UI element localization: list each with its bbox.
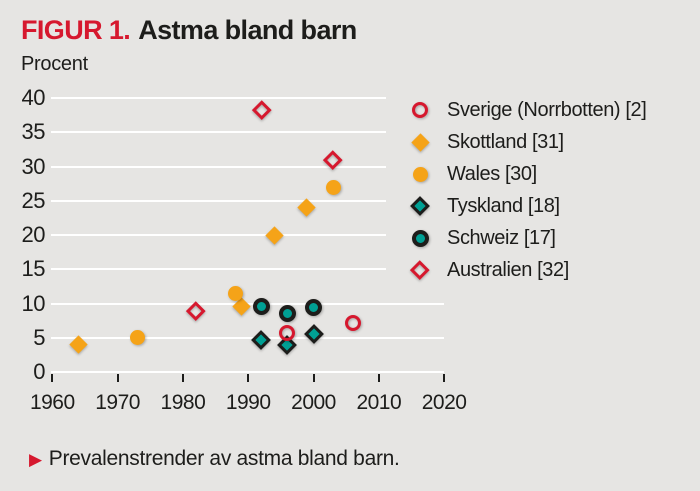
gridline-y-15 [51, 268, 386, 271]
x-tick-label-1990: 1990 [225, 391, 271, 414]
x-tick-2010 [377, 374, 380, 382]
y-tick-label-30: 30 [21, 153, 46, 179]
y-tick-label-20: 20 [21, 222, 46, 247]
y-tick-label-40: 40 [21, 85, 46, 110]
data-point-marker [303, 324, 324, 345]
data-point-marker [251, 100, 271, 120]
y-tick-label-25: 25 [21, 187, 46, 213]
figure-caption: ▶ Prevalenstrender av astma bland barn. [29, 447, 400, 471]
y-tick-label-0: 0 [33, 359, 45, 384]
circle-icon [407, 161, 433, 187]
chart-legend: Sverige (Norrbotten) [2] Skottland [31] Wa… [407, 94, 647, 286]
gridline-y-20 [51, 234, 386, 236]
legend-item-1: Skottland [31] [407, 126, 646, 158]
figure-title-text: Astma bland barn [138, 15, 357, 45]
legend-marker [410, 132, 430, 152]
gridline-y-35 [51, 131, 386, 134]
x-tick-1980 [181, 374, 184, 382]
legend-label: Skottland [31] [447, 130, 564, 153]
data-point-marker [344, 314, 361, 331]
x-tick-label-1960: 1960 [29, 391, 75, 414]
y-tick-label-15: 15 [21, 256, 46, 282]
legend-marker [412, 166, 428, 182]
legend-item-4: Schweiz [17] [407, 222, 646, 254]
legend-item-2: Wales [30] [407, 158, 646, 190]
y-tick-label-35: 35 [21, 119, 46, 145]
data-point-marker [265, 225, 284, 245]
outlined-circle-icon [407, 225, 433, 251]
caption-bullet-icon: ▶ [29, 449, 42, 469]
legend-marker [410, 196, 430, 216]
y-axis-unit-label: Procent [21, 53, 88, 75]
x-tick-1990 [247, 374, 250, 382]
x-tick-2000 [312, 374, 315, 382]
gridline-y-30 [51, 165, 386, 168]
legend-marker [410, 260, 430, 280]
data-point-marker [305, 299, 322, 317]
legend-marker [412, 102, 428, 118]
open-circle-icon [407, 97, 433, 123]
diamond-icon [407, 129, 433, 155]
legend-marker [411, 229, 429, 247]
legend-item-3: Tyskland [18] [407, 190, 646, 222]
legend-item-0: Sverige (Norrbotten) [2] [407, 94, 647, 126]
x-tick-2020 [443, 374, 446, 382]
caption-text: Prevalenstrender av astma bland barn. [48, 447, 400, 470]
legend-item-5: Australien [32] [407, 254, 646, 286]
x-tick-1960 [51, 374, 54, 382]
gridline-y-25 [51, 199, 386, 202]
figure-title: FIGUR 1. Astma bland barn [21, 15, 357, 46]
data-point-marker [129, 330, 145, 346]
x-tick-label-2020: 2020 [421, 391, 467, 414]
x-tick-label-2010: 2010 [356, 391, 402, 414]
data-point-marker [278, 305, 296, 323]
x-tick-label-1980: 1980 [160, 391, 206, 414]
data-point-marker [227, 285, 243, 301]
data-point-marker [252, 298, 270, 316]
x-tick-label-2000: 2000 [291, 391, 336, 414]
legend-label: Sverige (Norrbotten) [2] [447, 98, 647, 121]
data-point-marker [279, 324, 296, 341]
data-point-marker [251, 329, 272, 350]
outlined-diamond-icon [407, 193, 433, 219]
legend-label: Australien [32] [447, 258, 569, 281]
data-point-marker [325, 179, 341, 195]
legend-label: Wales [30] [447, 162, 537, 185]
gridline-y-5 [51, 336, 444, 339]
legend-label: Tyskland [18] [447, 194, 560, 217]
gridline-y-40 [51, 97, 386, 99]
legend-label: Schweiz [17] [447, 226, 556, 249]
gridline-y-0 [51, 371, 444, 373]
y-tick-label-5: 5 [33, 324, 45, 350]
figure-number-label: FIGUR 1. [21, 15, 131, 45]
y-tick-label-10: 10 [21, 290, 46, 316]
open-diamond-icon [407, 257, 433, 283]
x-tick-label-1970: 1970 [95, 391, 140, 414]
x-tick-1970 [116, 374, 119, 382]
